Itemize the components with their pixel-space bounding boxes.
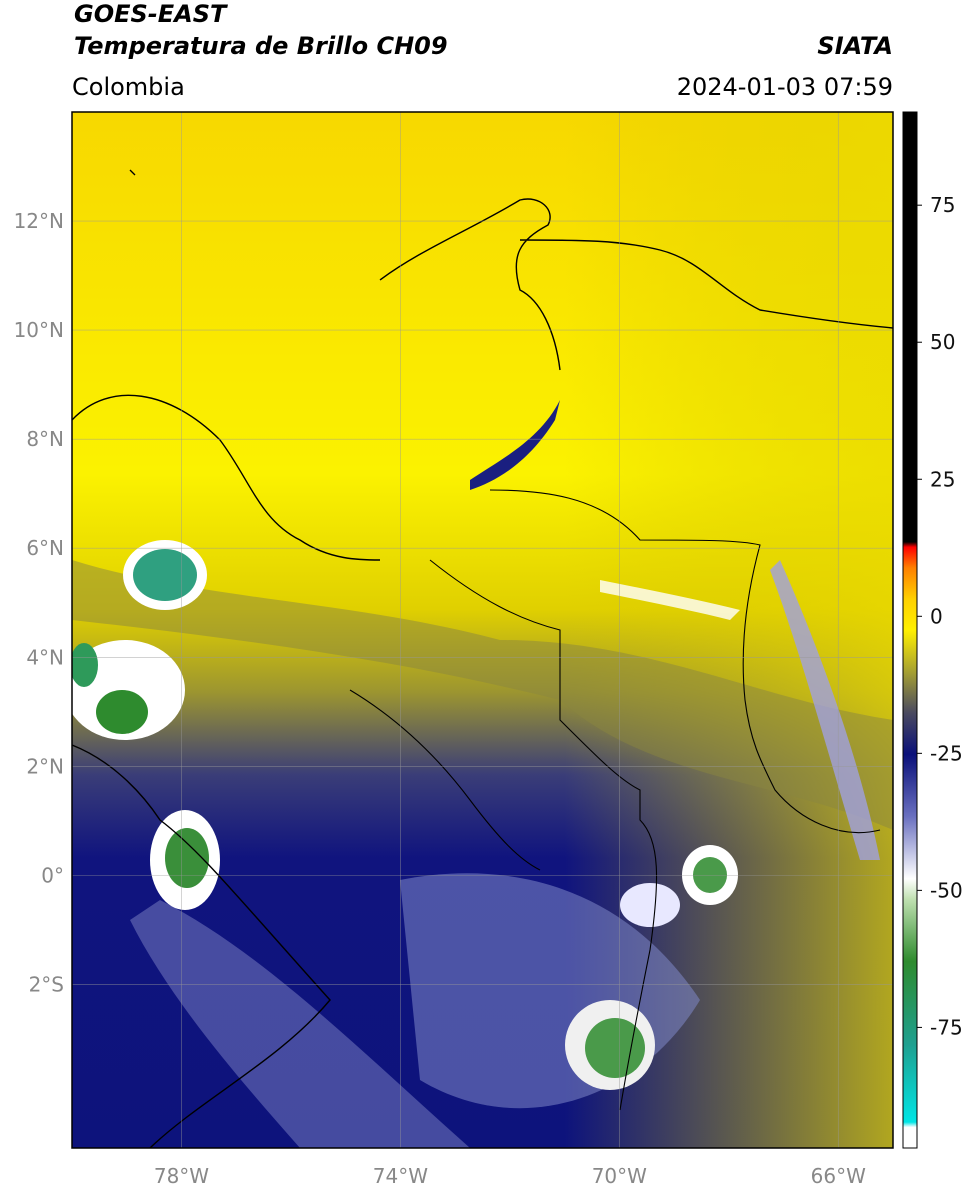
- source: SIATA: [817, 32, 893, 60]
- colorbar-tick-label: 25: [930, 467, 955, 491]
- map-frame: [71, 111, 894, 1149]
- x-tick-label: 74°W: [373, 1164, 428, 1188]
- graticule: [72, 112, 893, 1148]
- title: GOES-EAST: [74, 0, 228, 28]
- y-tick-label: 2°S: [29, 972, 64, 996]
- colorbar-tick-label: -25: [930, 741, 963, 765]
- colorbar-tick-label: -75: [930, 1015, 963, 1039]
- colorbar-tick-label: 75: [930, 193, 955, 217]
- colorbar-tick-label: 50: [930, 330, 955, 354]
- x-tick-label: 66°W: [811, 1164, 866, 1188]
- y-tick-label: 2°N: [26, 754, 64, 778]
- region: Colombia: [72, 73, 185, 101]
- colorbar-tick-label: -50: [930, 878, 963, 902]
- subtitle: Temperatura de Brillo CH09: [74, 32, 448, 60]
- y-tick-label: 6°N: [26, 536, 64, 560]
- colorbar: [902, 111, 918, 1149]
- imagery: [72, 112, 893, 1148]
- x-tick-label: 78°W: [154, 1164, 209, 1188]
- y-tick-label: 8°N: [26, 427, 64, 451]
- y-tick-label: 4°N: [26, 645, 64, 669]
- colorbar-tick-label: 0: [930, 604, 943, 628]
- timestamp: 2024-01-03 07:59: [677, 73, 893, 101]
- y-tick-label: 0°: [41, 863, 64, 887]
- y-tick-label: 10°N: [14, 318, 64, 342]
- y-tick-label: 12°N: [14, 209, 64, 233]
- x-tick-label: 70°W: [592, 1164, 647, 1188]
